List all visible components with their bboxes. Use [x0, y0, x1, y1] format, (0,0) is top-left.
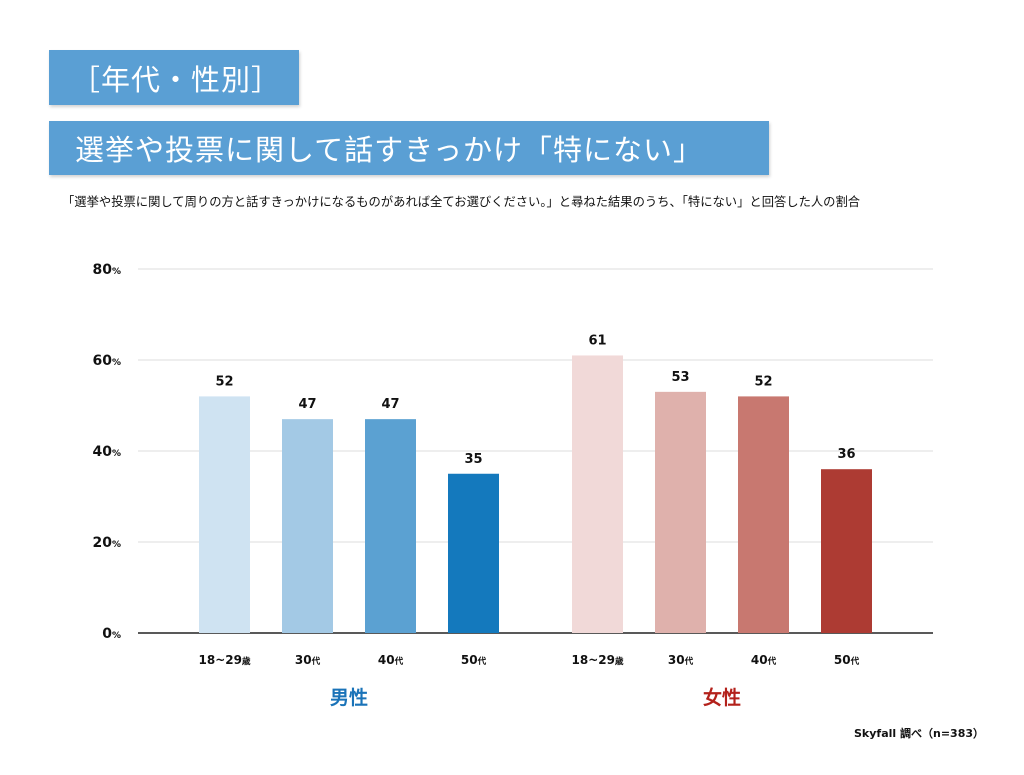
data-label: 36 [837, 447, 855, 462]
source-note: Skyfall 調べ（n=383） [854, 727, 984, 740]
data-label: 35 [464, 452, 482, 467]
x-tick-label: 50代 [834, 653, 860, 667]
bar [365, 419, 416, 633]
bar [199, 396, 250, 633]
y-tick-label: 20% [92, 535, 121, 551]
y-tick-label: 0% [102, 626, 121, 642]
data-label: 47 [381, 397, 399, 412]
x-tick-label: 40代 [751, 653, 777, 667]
bar [572, 355, 623, 633]
group-label: 女性 [703, 686, 741, 709]
x-tick-label: 40代 [378, 653, 404, 667]
y-tick-label: 60% [92, 353, 121, 369]
x-tick-label: 30代 [668, 653, 694, 667]
x-tick-label: 30代 [295, 653, 321, 667]
bar [655, 391, 706, 633]
question-description: 「選挙や投票に関して周りの方と話すきっかけになるものがあれば全てお選びください。… [62, 195, 861, 209]
y-tick-label: 40% [92, 444, 121, 460]
x-tick-label: 18~29歳 [199, 653, 251, 667]
data-label: 52 [754, 374, 772, 389]
bar [282, 419, 333, 633]
data-label: 47 [298, 397, 316, 412]
data-label: 61 [588, 333, 606, 348]
bar [738, 396, 789, 633]
bar [821, 469, 872, 633]
data-label: 52 [215, 374, 233, 389]
x-tick-label: 50代 [461, 653, 487, 667]
data-label: 53 [671, 370, 689, 385]
x-tick-label: 18~29歳 [572, 653, 624, 667]
category-tag: ［年代・性別］ [49, 50, 299, 105]
bar [448, 473, 499, 633]
chart-title-tag: 選挙や投票に関して話すきっかけ「特にない」 [49, 121, 769, 175]
y-tick-label: 80% [92, 262, 121, 278]
group-label: 男性 [330, 686, 368, 709]
